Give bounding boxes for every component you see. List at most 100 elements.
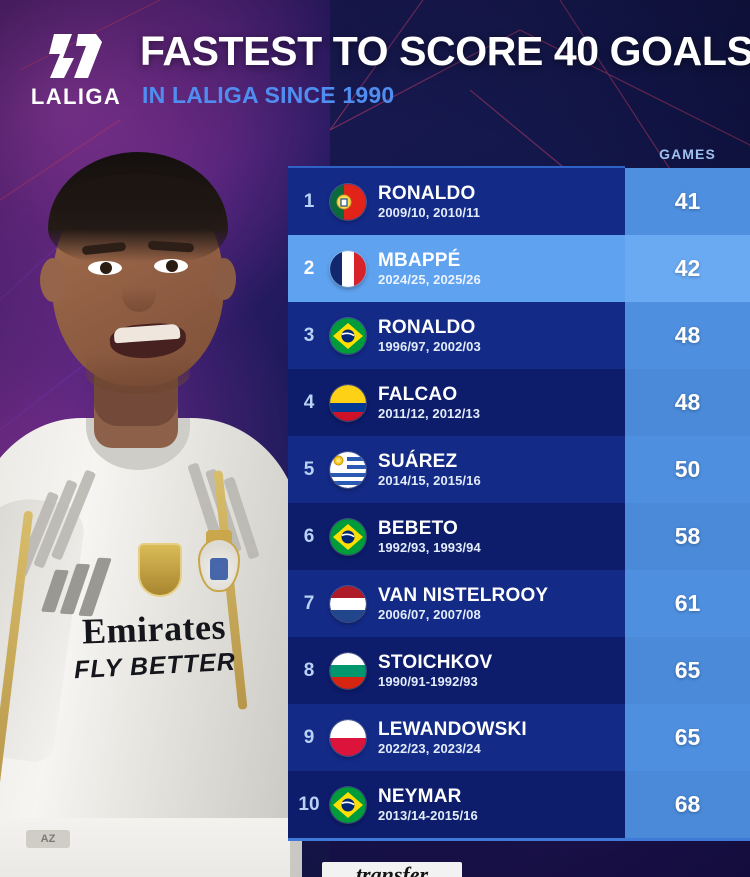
row-games-cell: 48	[625, 369, 750, 436]
row-rank: 2	[303, 257, 315, 279]
row-info: RONALDO 1996/97, 2002/03	[378, 317, 625, 355]
row-games-value: 50	[674, 456, 701, 482]
row-info: STOICHKOV 1990/91-1992/93	[378, 652, 625, 690]
row-games-value: 65	[674, 657, 701, 683]
table-row[interactable]: 1 RONALDO 2009/10, 2010/11 41	[288, 168, 750, 235]
row-player-name: MBAPPÉ	[378, 249, 461, 271]
row-seasons: 2022/23, 2023/24	[378, 740, 481, 756]
games-column-header: GAMES	[659, 146, 716, 162]
france-flag-icon	[330, 250, 366, 287]
watermark-text: transfer	[355, 862, 429, 877]
row-info: MBAPPÉ 2024/25, 2025/26	[378, 250, 625, 288]
row-player-cell: 8 STOICHKOV 1990/91-1992/93	[288, 637, 625, 704]
row-games-value: 48	[674, 389, 701, 415]
table-row[interactable]: 3 RONALDO 1996/97, 2002/03 48	[288, 302, 750, 369]
row-player-cell: 5 SUÁREZ 2014/15, 2015/16	[288, 436, 625, 503]
header: LALIGA FASTEST TO SCORE 40 GOALS IN LALI…	[0, 22, 750, 118]
watermark: transfer	[322, 862, 462, 877]
row-player-name: VAN NISTELROOY	[378, 584, 549, 606]
row-player-cell: 4 FALCAO 2011/12, 2012/13	[288, 369, 625, 436]
row-player-name: BEBETO	[378, 517, 459, 539]
row-rank: 7	[303, 592, 315, 614]
row-games-value: 58	[674, 523, 701, 549]
row-info: NEYMAR 2013/14-2015/16	[378, 786, 625, 824]
row-games-cell: 61	[625, 570, 750, 637]
row-info: VAN NISTELROOY 2006/07, 2007/08	[378, 585, 625, 623]
row-rank: 8	[303, 659, 315, 681]
row-games-cell: 65	[625, 637, 750, 704]
brazil-flag-icon	[330, 317, 366, 354]
colombia-flag-icon	[330, 384, 366, 421]
row-rank: 1	[303, 190, 315, 212]
row-seasons: 1996/97, 2002/03	[378, 338, 481, 354]
row-player-cell: 1 RONALDO 2009/10, 2010/11	[288, 168, 625, 235]
row-games-value: 42	[674, 255, 701, 281]
page-subtitle: IN LALIGA SINCE 1990	[142, 82, 395, 108]
row-player-name: RONALDO	[378, 182, 476, 204]
row-rank: 10	[298, 793, 320, 815]
row-games-value: 61	[674, 590, 701, 616]
row-rank: 3	[303, 324, 315, 346]
row-games-cell: 58	[625, 503, 750, 570]
row-seasons: 2006/07, 2007/08	[378, 606, 481, 622]
row-player-name: NEYMAR	[378, 785, 462, 807]
table-row[interactable]: 10 NEYMAR 2013/14-2015/16 68	[288, 771, 750, 838]
row-player-cell: 9 LEWANDOWSKI 2022/23, 2023/24	[288, 704, 625, 771]
row-player-cell: 2 MBAPPÉ 2024/25, 2025/26	[288, 235, 625, 302]
table-row[interactable]: 6 BEBETO 1992/93, 1993/94 58	[288, 503, 750, 570]
row-seasons: 2009/10, 2010/11	[378, 204, 481, 220]
row-info: SUÁREZ 2014/15, 2015/16	[378, 451, 625, 489]
row-player-name: LEWANDOWSKI	[378, 718, 527, 740]
table-top-rule	[288, 166, 625, 169]
uruguay-flag-icon	[330, 451, 366, 488]
row-seasons: 2013/14-2015/16	[378, 807, 478, 823]
jersey-champion-badge	[138, 543, 182, 597]
row-seasons: 1990/91-1992/93	[378, 673, 478, 689]
netherlands-flag-icon	[330, 585, 366, 622]
row-games-cell: 50	[625, 436, 750, 503]
row-player-name: SUÁREZ	[378, 450, 458, 472]
row-games-value: 68	[674, 791, 701, 817]
table-row[interactable]: 4 FALCAO 2011/12, 2012/13 48	[288, 369, 750, 436]
row-games-cell: 65	[625, 704, 750, 771]
row-games-cell: 42	[625, 235, 750, 302]
row-player-name: STOICHKOV	[378, 651, 493, 673]
row-games-cell: 68	[625, 771, 750, 838]
player-photo-mbappe: Emirates FLY BETTER AZ	[0, 118, 302, 877]
brazil-flag-icon	[330, 786, 366, 823]
laliga-logo: LALIGA	[24, 32, 128, 120]
row-player-cell: 10 NEYMAR 2013/14-2015/16	[288, 771, 625, 838]
row-games-cell: 41	[625, 168, 750, 235]
table-row[interactable]: 5 SUÁREZ 2014/15, 2015/16 50	[288, 436, 750, 503]
row-seasons: 2024/25, 2025/26	[378, 271, 481, 287]
row-games-cell: 48	[625, 302, 750, 369]
table-row[interactable]: 8 STOICHKOV 1990/91-1992/93 65	[288, 637, 750, 704]
row-seasons: 1992/93, 1993/94	[378, 539, 481, 555]
row-rank: 9	[303, 726, 315, 748]
row-player-cell: 3 RONALDO 1996/97, 2002/03	[288, 302, 625, 369]
row-info: FALCAO 2011/12, 2012/13	[378, 384, 625, 422]
table-row[interactable]: 9 LEWANDOWSKI 2022/23, 2023/24 65	[288, 704, 750, 771]
row-rank: 6	[303, 525, 315, 547]
row-seasons: 2014/15, 2015/16	[378, 472, 481, 488]
table-bottom-rule	[288, 838, 750, 841]
row-info: RONALDO 2009/10, 2010/11	[378, 183, 625, 221]
laliga-wordmark: LALIGA	[30, 84, 122, 109]
shorts-label: AZ	[26, 830, 70, 848]
table-row[interactable]: 7 VAN NISTELROOY 2006/07, 2007/08 61	[288, 570, 750, 637]
poland-flag-icon	[330, 719, 366, 756]
page-title: FASTEST TO SCORE 40 GOALS	[140, 28, 750, 74]
row-rank: 4	[303, 391, 315, 413]
bulgaria-flag-icon	[330, 652, 366, 689]
table-row[interactable]: 2 MBAPPÉ 2024/25, 2025/26 42	[288, 235, 750, 302]
row-games-value: 41	[674, 188, 701, 214]
row-player-cell: 6 BEBETO 1992/93, 1993/94	[288, 503, 625, 570]
portugal-flag-icon	[330, 183, 366, 220]
row-info: BEBETO 1992/93, 1993/94	[378, 518, 625, 556]
row-info: LEWANDOWSKI 2022/23, 2023/24	[378, 719, 625, 757]
row-player-cell: 7 VAN NISTELROOY 2006/07, 2007/08	[288, 570, 625, 637]
row-games-value: 48	[674, 322, 701, 348]
row-player-name: FALCAO	[378, 383, 458, 405]
ranking-table: 1 RONALDO 2009/10, 2010/11 41 2 MBAPPÉ 2…	[288, 168, 750, 838]
